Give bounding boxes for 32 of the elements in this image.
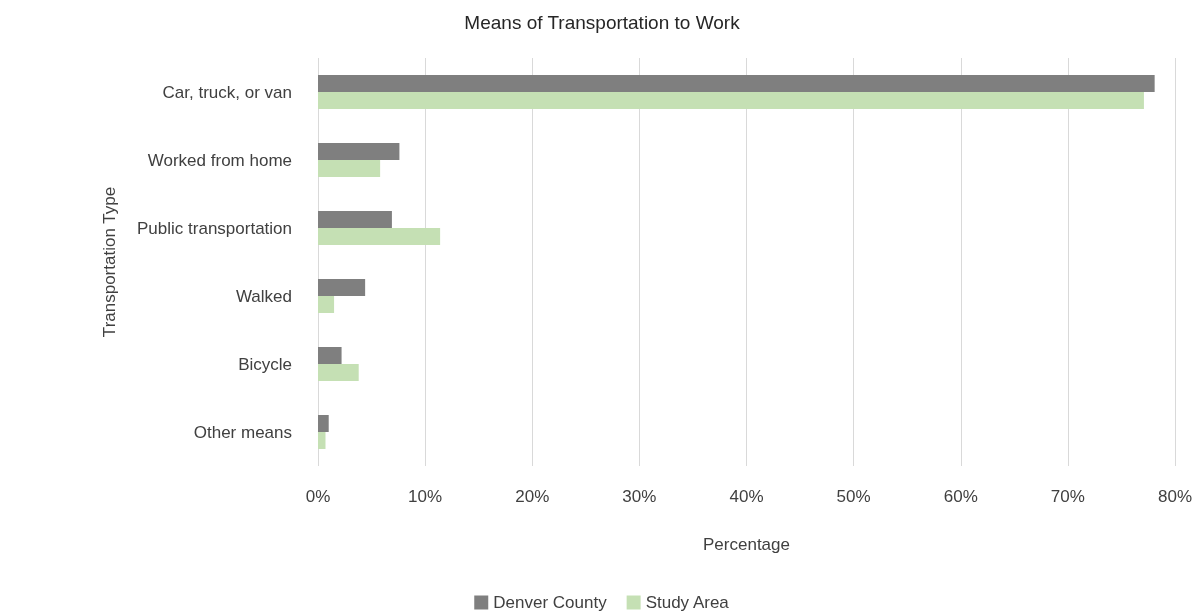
bar [318, 364, 359, 381]
y-tick-label: Worked from home [147, 150, 292, 170]
x-tick-label: 70% [1050, 487, 1085, 506]
bar [318, 75, 1155, 92]
legend-label: Study Area [645, 593, 730, 612]
x-tick-label: 0% [305, 487, 331, 506]
bar [318, 228, 441, 245]
y-tick-label: Walked [235, 286, 292, 306]
y-tick-label: Bicycle [238, 354, 292, 374]
y-axis-title: Transportation Type [100, 186, 119, 338]
x-tick-label: 30% [622, 487, 657, 506]
bar [318, 160, 381, 177]
bar [318, 279, 366, 296]
bar [318, 143, 400, 160]
bar [318, 347, 342, 364]
x-tick-label: 20% [515, 487, 550, 506]
bar [318, 296, 335, 313]
bar [318, 211, 392, 228]
bar [318, 432, 326, 449]
chart-title: Means of Transportation to Work [464, 12, 741, 33]
x-tick-label: 50% [836, 487, 871, 506]
x-tick-label: 60% [943, 487, 978, 506]
y-tick-label: Car, truck, or van [162, 82, 292, 102]
x-tick-label: 10% [408, 487, 443, 506]
y-tick-label: Public transportation [137, 218, 292, 238]
legend-label: Denver County [493, 593, 608, 612]
y-tick-label: Other means [193, 422, 292, 442]
bar [318, 415, 329, 432]
bar [318, 92, 1144, 109]
x-axis-title: Percentage [703, 535, 790, 554]
x-tick-label: 40% [729, 487, 764, 506]
x-tick-label: 80% [1157, 487, 1193, 506]
